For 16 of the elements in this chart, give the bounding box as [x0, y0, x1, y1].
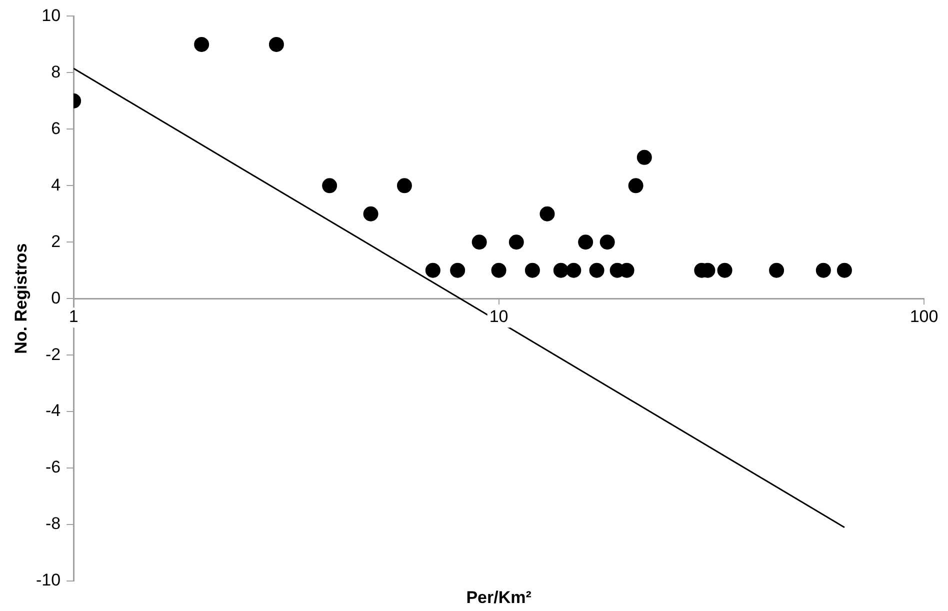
y-tick-label: -6: [45, 458, 61, 477]
y-tick-label: -10: [36, 570, 61, 590]
x-tick-label: 100: [910, 306, 938, 326]
x-axis-title: Per/Km²: [466, 588, 532, 608]
y-axis-title: No. Registros: [12, 243, 31, 354]
x-tick-label: 1: [68, 306, 78, 326]
y-tick-label: -4: [45, 401, 61, 420]
y-tick-label: 10: [42, 6, 61, 25]
y-tick-label: 0: [51, 288, 61, 308]
y-tick-label: 4: [51, 175, 61, 194]
y-tick-label: 6: [51, 118, 61, 138]
x-tick-label: 10: [489, 306, 508, 326]
y-tick-label: -8: [45, 514, 61, 534]
y-tick-label: 8: [51, 62, 61, 82]
y-tick-label: -2: [45, 344, 61, 364]
y-tick-label: 2: [51, 232, 61, 251]
